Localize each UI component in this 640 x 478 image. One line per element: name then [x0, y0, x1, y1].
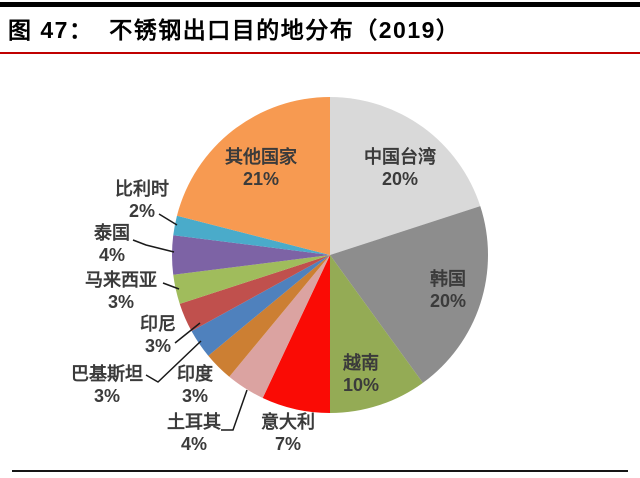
- pie-label-name: 马来西亚: [85, 270, 157, 290]
- pie-label-name: 韩国: [430, 269, 466, 289]
- pie-label-value: 20%: [381, 169, 419, 189]
- pie-label-value: 3%: [144, 336, 171, 356]
- leader-line-pakistan: [145, 340, 202, 383]
- pie-label-value: 4%: [180, 434, 207, 454]
- pie-label-malaysia: 马来西亚 3%: [54, 269, 188, 313]
- figure-accent-rule: [0, 52, 640, 54]
- pie-label-value: 4%: [98, 245, 125, 265]
- pie-label-italy: 意大利 7%: [243, 411, 333, 455]
- pie-label-name: 印尼: [140, 314, 176, 334]
- pie-label-indonesia: 印尼 3%: [113, 313, 203, 357]
- pie-label-name: 土耳其: [167, 412, 221, 432]
- pie-label-pakistan: 巴基斯坦 3%: [40, 363, 174, 407]
- pie-slice-belgium: [173, 215, 330, 255]
- leader-line-turkey: [221, 389, 248, 431]
- figure-bottom-rule: [12, 470, 628, 472]
- pie-label-name: 其他国家: [225, 147, 297, 167]
- pie-label-korea: 韩国 20%: [398, 268, 498, 312]
- pie-label-others: 其他国家 21%: [196, 146, 326, 190]
- pie-slice-taiwan: [330, 97, 481, 255]
- pie-label-name: 意大利: [261, 412, 315, 432]
- pie-label-thailand: 泰国 4%: [67, 222, 157, 266]
- pie-label-name: 印度: [177, 364, 213, 384]
- pie-label-value: 2%: [128, 201, 155, 221]
- pie-label-taiwan: 中国台湾 20%: [335, 146, 465, 190]
- pie-slice-korea: [330, 206, 488, 383]
- pie-label-value: 7%: [274, 434, 301, 454]
- pie-slice-pakistan: [191, 255, 330, 356]
- pie-slice-vietnam: [330, 255, 423, 413]
- pie-slice-thailand: [172, 235, 330, 275]
- pie-slice-malaysia: [173, 255, 330, 304]
- pie-slice-turkey: [229, 255, 330, 398]
- pie-label-vietnam: 越南 10%: [311, 352, 411, 396]
- pie-label-india: 印度 3%: [150, 363, 240, 407]
- pie-label-value: 21%: [242, 169, 280, 189]
- pie-label-name: 越南: [343, 353, 379, 373]
- pie-slice-indonesia: [179, 255, 330, 332]
- pie-label-name: 巴基斯坦: [71, 364, 143, 384]
- pie-label-belgium: 比利时 2%: [97, 178, 187, 222]
- pie-slice-others: [176, 97, 330, 255]
- leader-line-malaysia: [162, 282, 180, 290]
- pie-label-value: 10%: [342, 375, 380, 395]
- pie-slice-italy: [262, 255, 330, 413]
- pie-label-name: 泰国: [94, 223, 130, 243]
- leader-line-indonesia: [174, 322, 201, 344]
- pie-label-value: 3%: [107, 292, 134, 312]
- figure-title: 图 47： 不锈钢出口目的地分布（2019）: [8, 17, 461, 43]
- figure-top-rule: [0, 2, 640, 7]
- pie-label-value: 3%: [93, 386, 120, 406]
- pie-label-name: 中国台湾: [364, 147, 436, 167]
- leader-line-thailand: [132, 239, 175, 253]
- pie-label-name: 比利时: [115, 179, 169, 199]
- pie-label-value: 3%: [181, 386, 208, 406]
- pie-slice-india: [208, 255, 330, 377]
- pie-label-value: 20%: [429, 291, 467, 311]
- leader-line-belgium: [158, 213, 178, 226]
- pie-label-turkey: 土耳其 4%: [149, 411, 239, 455]
